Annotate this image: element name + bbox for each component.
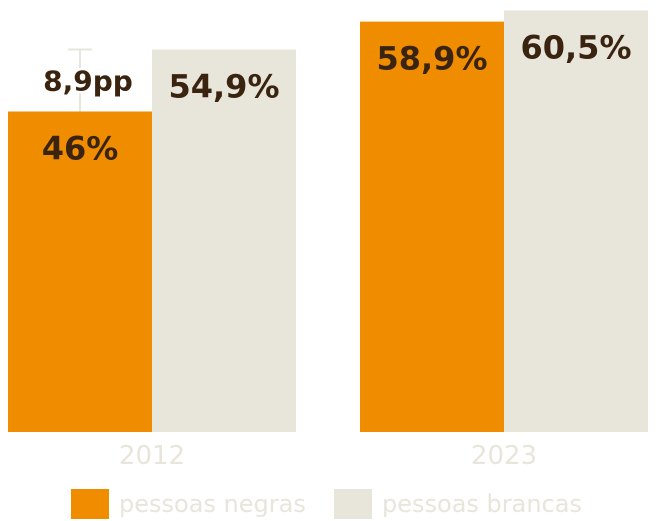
bar-2023-brancas (504, 10, 648, 433)
value-label-2023-brancas: 60,5% (520, 28, 631, 66)
legend-label-negras: pessoas negras (119, 490, 306, 518)
legend-item-negras: pessoas negras (71, 487, 306, 521)
legend-item-brancas: pessoas brancas (334, 487, 582, 521)
gap-annotation: 8,9pp (43, 64, 133, 97)
category-label-2012: 2012 (119, 441, 185, 471)
bar-2012-negras (8, 111, 152, 432)
legend-label-brancas: pessoas brancas (382, 490, 582, 518)
legend-swatch-negras (71, 489, 109, 519)
bar-chart: 46% 54,9% 2012 58,9% 60,5% 2023 8,9pp (8, 10, 648, 471)
bar-2023-negras (360, 21, 504, 432)
legend-swatch-brancas (334, 489, 372, 519)
value-label-2012-negras: 46% (42, 129, 119, 167)
bar-2012-brancas (152, 49, 296, 432)
value-label-2012-brancas: 54,9% (168, 67, 279, 105)
legend: pessoas negras pessoas brancas (0, 487, 656, 521)
value-label-2023-negras: 58,9% (376, 40, 487, 78)
category-label-2023: 2023 (471, 441, 537, 471)
